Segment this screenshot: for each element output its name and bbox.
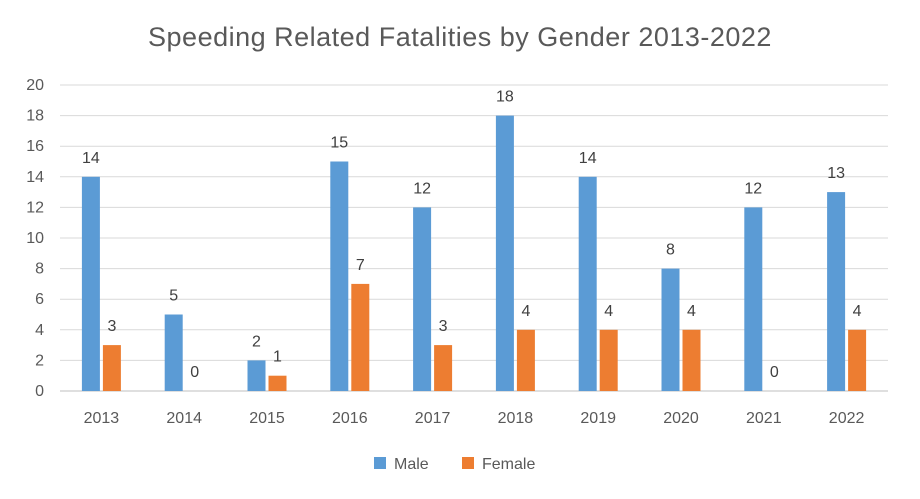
y-tick-label: 14 — [26, 169, 44, 186]
y-tick-label: 6 — [35, 291, 44, 308]
bar-male-2017 — [413, 207, 432, 391]
x-tick-label: 2016 — [332, 410, 368, 427]
data-label-male-2018: 18 — [496, 89, 514, 106]
x-tick-label: 2018 — [498, 410, 534, 427]
data-label-female-2018: 4 — [521, 303, 530, 320]
bar-male-2015 — [247, 360, 266, 391]
x-tick-label: 2015 — [249, 410, 285, 427]
data-label-female-2022: 4 — [853, 303, 862, 320]
y-tick-label: 8 — [35, 261, 44, 278]
x-tick-label: 2013 — [84, 410, 120, 427]
data-label-male-2020: 8 — [666, 242, 675, 259]
bar-female-2020 — [682, 329, 701, 391]
x-tick-label: 2022 — [829, 410, 865, 427]
bar-female-2017 — [434, 345, 453, 391]
bar-female-2019 — [599, 329, 618, 391]
y-tick-label: 18 — [26, 108, 44, 125]
data-label-female-2015: 1 — [273, 349, 282, 366]
data-label-female-2021: 0 — [770, 364, 779, 381]
bar-male-2022 — [827, 192, 846, 391]
x-tick-label: 2017 — [415, 410, 451, 427]
bar-female-2018 — [516, 329, 535, 391]
x-tick-label: 2014 — [166, 410, 202, 427]
data-label-female-2016: 7 — [356, 257, 365, 274]
data-label-male-2021: 12 — [744, 180, 762, 197]
data-label-female-2017: 3 — [439, 318, 448, 335]
data-label-male-2014: 5 — [169, 288, 178, 305]
bar-male-2021 — [744, 207, 763, 391]
bar-female-2015 — [268, 375, 287, 391]
legend-label-female: Female — [482, 456, 535, 473]
bar-female-2013 — [102, 345, 121, 391]
y-tick-label: 0 — [35, 383, 44, 400]
data-label-female-2019: 4 — [604, 303, 613, 320]
x-tick-label: 2021 — [746, 410, 782, 427]
bar-male-2018 — [495, 115, 514, 391]
data-label-male-2013: 14 — [82, 150, 100, 167]
bar-male-2013 — [81, 176, 100, 391]
data-label-female-2014: 0 — [190, 364, 199, 381]
data-label-male-2016: 15 — [330, 135, 348, 152]
data-label-male-2022: 13 — [827, 165, 845, 182]
bar-female-2022 — [848, 329, 867, 391]
y-tick-label: 20 — [26, 77, 44, 94]
y-tick-label: 2 — [35, 352, 44, 369]
bar-male-2014 — [164, 314, 183, 391]
y-tick-label: 12 — [26, 199, 44, 216]
bar-male-2020 — [661, 268, 680, 391]
legend-swatch-male — [374, 457, 386, 469]
data-label-male-2019: 14 — [579, 150, 597, 167]
x-tick-label: 2020 — [663, 410, 699, 427]
bar-male-2016 — [330, 161, 349, 391]
chart-title: Speeding Related Fatalities by Gender 20… — [148, 22, 772, 52]
x-tick-label: 2019 — [580, 410, 616, 427]
data-label-female-2020: 4 — [687, 303, 696, 320]
data-label-male-2015: 2 — [252, 333, 261, 350]
legend-swatch-female — [462, 457, 474, 469]
bar-female-2016 — [351, 283, 370, 391]
bar-male-2019 — [578, 176, 597, 391]
y-tick-label: 4 — [35, 322, 44, 339]
data-label-female-2013: 3 — [107, 318, 116, 335]
data-label-male-2017: 12 — [413, 180, 431, 197]
legend-label-male: Male — [394, 456, 429, 473]
y-tick-label: 16 — [26, 138, 44, 155]
y-tick-label: 10 — [26, 230, 44, 247]
